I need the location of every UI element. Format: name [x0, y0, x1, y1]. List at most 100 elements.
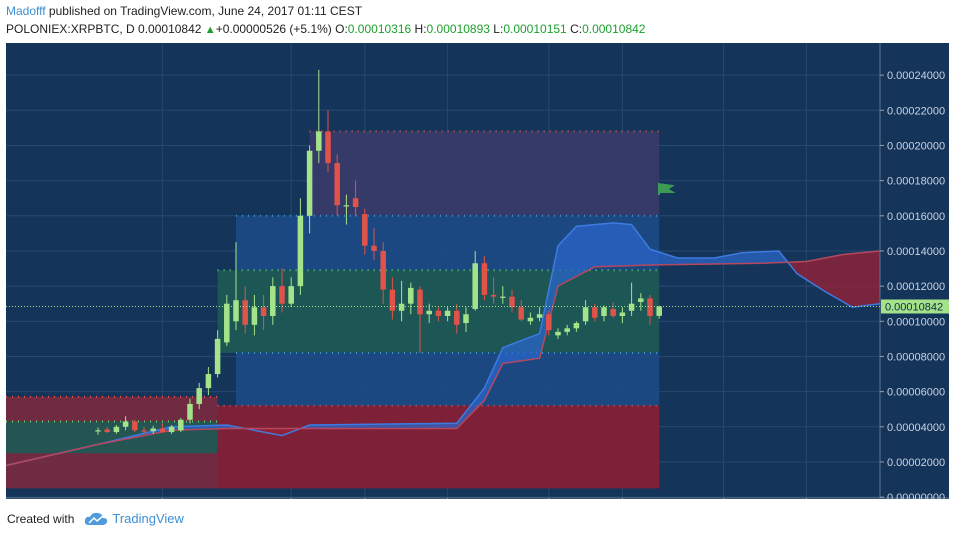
- candle: [454, 303, 460, 334]
- published-text: published on TradingView.com, June 24, 2…: [45, 4, 363, 18]
- candle-body: [389, 289, 396, 311]
- candle: [647, 294, 653, 325]
- candle-body: [113, 426, 120, 433]
- candle: [288, 277, 294, 308]
- candle: [444, 307, 451, 322]
- candle: [325, 110, 331, 172]
- candle-body: [380, 250, 386, 290]
- candle: [306, 145, 313, 234]
- candle: [141, 426, 147, 435]
- candle-body: [205, 374, 212, 389]
- price-chart[interactable]: 0.00024000 0.00022000 0.00020000 0.00018000…: [6, 43, 949, 499]
- candle: [408, 282, 414, 315]
- candle-body: [122, 421, 129, 427]
- last-price-marker: 0.00010842: [6, 299, 949, 314]
- y-axis: 0.00024000 0.00022000 0.00020000 0.00018000…: [880, 70, 945, 499]
- candle-body: [546, 314, 552, 331]
- candle-body: [159, 428, 166, 433]
- candle: [297, 198, 304, 295]
- low-value: 0.00010151: [503, 22, 567, 36]
- candle-body: [251, 307, 258, 325]
- tradingview-link[interactable]: TradingView: [112, 511, 184, 526]
- zone-mid-lower: [236, 352, 660, 406]
- close-label: C:: [570, 22, 583, 36]
- candle-body: [196, 388, 202, 404]
- candle-body: [444, 310, 451, 317]
- candle: [159, 423, 166, 433]
- close-value: 0.00010842: [582, 22, 646, 36]
- candle-body: [362, 214, 368, 246]
- created-with-text: Created with: [7, 511, 75, 526]
- candle: [104, 426, 110, 433]
- y-tick-label: 0.00018000: [887, 176, 945, 188]
- candle-body: [426, 310, 432, 315]
- candle: [187, 398, 193, 424]
- candle-body: [270, 286, 276, 317]
- price-change: +0.00000526 (+5.1%): [215, 22, 332, 36]
- candle: [610, 301, 616, 318]
- candle: [555, 328, 561, 339]
- candle-body: [481, 263, 488, 295]
- candle: [224, 294, 230, 346]
- last-price-badge: [881, 299, 949, 314]
- candle: [205, 367, 212, 396]
- candle-body: [610, 308, 616, 317]
- candle-body: [371, 245, 377, 251]
- candle-body: [187, 403, 193, 420]
- candle-body: [325, 131, 331, 164]
- candle: [582, 300, 589, 325]
- candle: [389, 277, 396, 320]
- candle: [233, 242, 239, 331]
- candle-body: [656, 306, 662, 316]
- open-value: 0.00010316: [347, 22, 412, 36]
- candle: [150, 425, 156, 434]
- y-tick-label: 0.00008000: [887, 351, 945, 363]
- candle: [260, 294, 267, 331]
- candle: [334, 154, 340, 216]
- y-tick-label: 0.00016000: [887, 211, 945, 223]
- author-link[interactable]: Madofff: [6, 4, 46, 18]
- y-tick-label: 0.00012000: [887, 281, 945, 293]
- candle-body: [398, 303, 405, 311]
- y-tick-label: 0.00020000: [887, 140, 945, 152]
- flag-icon: [658, 183, 676, 195]
- candle: [113, 425, 120, 434]
- candles: [95, 69, 662, 435]
- candle: [527, 312, 534, 325]
- high-label: H:: [414, 22, 427, 36]
- candle-body: [343, 205, 350, 207]
- y-tick-label: 0.00024000: [887, 70, 945, 82]
- candle: [251, 294, 258, 336]
- candle-body: [224, 303, 230, 343]
- candle-body: [592, 307, 598, 318]
- candle: [242, 286, 248, 334]
- low-label: L:: [493, 22, 504, 36]
- candle-body: [509, 296, 515, 308]
- candle: [564, 324, 570, 336]
- candle-body: [628, 303, 635, 311]
- candle-body: [619, 312, 626, 317]
- candle: [490, 277, 497, 304]
- candle-body: [297, 215, 304, 287]
- publication-line: Madofff published on TradingView.com, Ju…: [6, 4, 362, 18]
- candle-body: [279, 286, 285, 304]
- y-tick-label: 0.00000000: [887, 492, 945, 499]
- candle: [371, 228, 377, 260]
- candle-body: [564, 328, 570, 332]
- candle-body: [638, 298, 644, 302]
- cloud-span-b: [6, 250, 881, 467]
- open-label: O:: [335, 22, 348, 36]
- candle-body: [573, 323, 580, 329]
- candle-body: [288, 286, 294, 304]
- candle: [472, 250, 478, 311]
- candle: [628, 282, 635, 317]
- candle: [122, 416, 129, 431]
- flag-marker: [658, 183, 676, 195]
- candle-body: [168, 426, 175, 433]
- candle-body: [95, 430, 101, 432]
- candle: [168, 425, 175, 434]
- y-tick-label: 0.00006000: [887, 387, 945, 399]
- candle-body: [472, 263, 478, 309]
- symbol-label[interactable]: POLONIEX:XRPBTC, D: [6, 22, 135, 36]
- y-tick-label: 0.00022000: [887, 105, 945, 117]
